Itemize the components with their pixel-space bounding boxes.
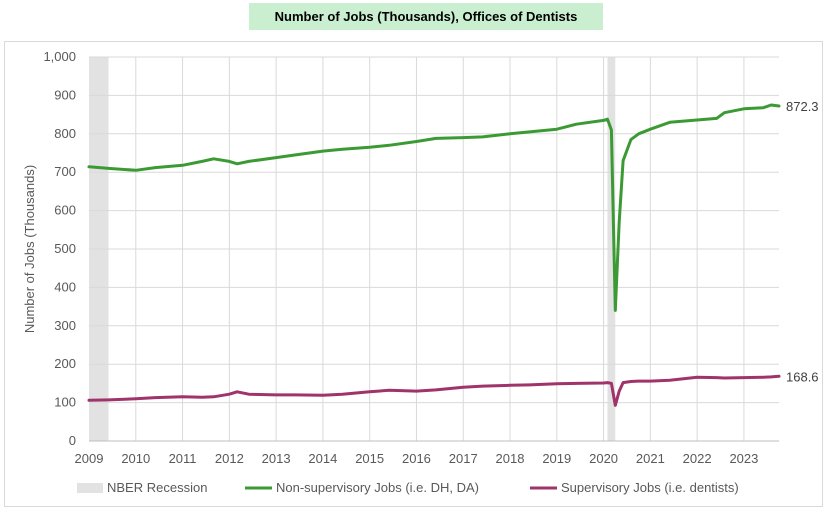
y-tick-label: 700 (54, 164, 76, 179)
legend-label-series-1: Supervisory Jobs (i.e. dentists) (561, 480, 739, 495)
y-tick-label: 200 (54, 356, 76, 371)
label-layer: 872.3 168.6 (786, 99, 819, 384)
x-tick-label: 2019 (542, 451, 571, 466)
y-tick-label: 400 (54, 279, 76, 294)
x-tick-label: 2020 (589, 451, 618, 466)
x-tick-label: 2021 (636, 451, 665, 466)
y-tick-label: 900 (54, 87, 76, 102)
legend-label-recession: NBER Recession (107, 480, 207, 495)
y-tick-label: 600 (54, 203, 76, 218)
x-tick-label: 2016 (402, 451, 431, 466)
x-tick-label: 2022 (683, 451, 712, 466)
x-tick-label: 2013 (262, 451, 291, 466)
series-end-label-1: 168.6 (786, 369, 819, 384)
y-tick-label: 300 (54, 318, 76, 333)
series-end-label-0: 872.3 (786, 99, 819, 114)
chart-title: Number of Jobs (Thousands), Offices of D… (249, 3, 603, 30)
x-tick-label: 2009 (75, 451, 104, 466)
chart-frame (4, 41, 823, 507)
y-tick-label: 500 (54, 241, 76, 256)
x-tick-label: 2011 (169, 451, 197, 466)
legend-label-series-0: Non-supervisory Jobs (i.e. DH, DA) (276, 480, 479, 495)
x-tick-label: 2015 (355, 451, 384, 466)
y-tick-label: 1,000 (43, 49, 76, 64)
axis-layer: 0 100 200 300 400 500 600 700 800 900 1,000 2009 201… (22, 49, 779, 466)
x-tick-label: 2023 (729, 451, 758, 466)
y-tick-label: 100 (54, 395, 76, 410)
grid-layer (89, 56, 779, 441)
legend-swatch-recession (77, 483, 103, 493)
legend-layer: NBER Recession Non-supervisory Jobs (i.e.… (77, 480, 739, 495)
series-line-1 (87, 374, 781, 407)
x-tick-label: 2018 (496, 451, 525, 466)
x-tick-label: 2012 (215, 451, 244, 466)
y-tick-label: 800 (54, 126, 76, 141)
series-line-0 (87, 103, 781, 312)
y-axis-title: Number of Jobs (Thousands) (22, 165, 37, 333)
y-tick-label: 0 (69, 433, 76, 448)
x-tick-label: 2010 (121, 451, 150, 466)
series-layer (87, 103, 781, 407)
x-tick-label: 2017 (449, 451, 478, 466)
x-tick-label: 2014 (308, 451, 337, 466)
